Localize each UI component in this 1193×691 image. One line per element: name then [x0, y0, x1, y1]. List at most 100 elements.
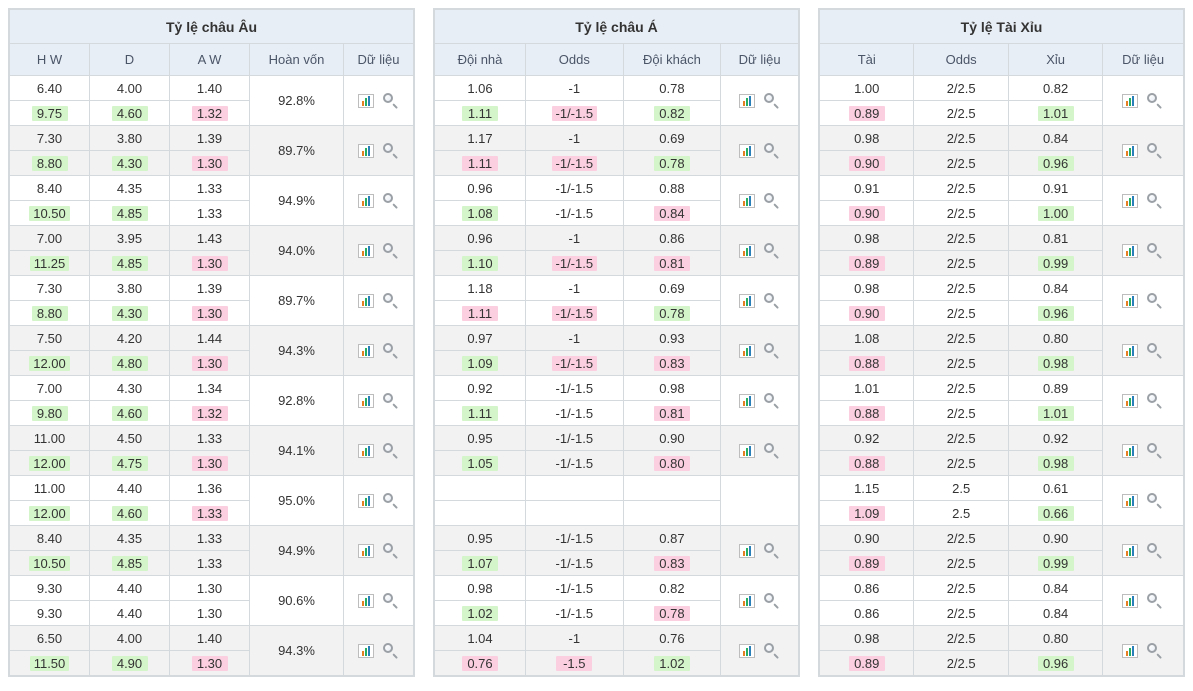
search-icon[interactable] — [763, 442, 781, 460]
search-icon[interactable] — [382, 92, 400, 110]
asia-away-open: 0.90 — [623, 426, 721, 451]
search-icon[interactable] — [763, 192, 781, 210]
chart-icon[interactable] — [358, 194, 374, 208]
chart-icon[interactable] — [1122, 494, 1138, 508]
asia-away-live — [623, 501, 721, 526]
search-icon[interactable] — [763, 592, 781, 610]
ou-over-open: 1.01 — [820, 376, 914, 401]
ou-under-live: 0.98 — [1008, 351, 1102, 376]
table-row: 0.95-1/-1.50.90 — [435, 426, 799, 451]
chart-icon[interactable] — [358, 544, 374, 558]
search-icon[interactable] — [1146, 242, 1164, 260]
search-icon[interactable] — [1146, 592, 1164, 610]
asia-odds-open: -1/-1.5 — [525, 426, 623, 451]
chart-icon[interactable] — [358, 594, 374, 608]
search-icon[interactable] — [382, 642, 400, 660]
asia-away-live: 0.84 — [623, 201, 721, 226]
search-icon[interactable] — [1146, 292, 1164, 310]
asia-home-live: 1.09 — [435, 351, 526, 376]
chart-icon[interactable] — [739, 644, 755, 658]
search-icon[interactable] — [1146, 542, 1164, 560]
search-icon[interactable] — [763, 142, 781, 160]
search-icon[interactable] — [763, 542, 781, 560]
search-icon[interactable] — [382, 392, 400, 410]
chart-icon[interactable] — [739, 194, 755, 208]
search-icon[interactable] — [382, 592, 400, 610]
euro-d-live: 4.85 — [90, 251, 170, 276]
euro-header-0: H W — [10, 44, 90, 76]
asia-home-open: 0.98 — [435, 576, 526, 601]
table-row: 0.902/2.50.90 — [820, 526, 1184, 551]
euro-actions-cell — [344, 576, 414, 626]
chart-icon[interactable] — [1122, 594, 1138, 608]
chart-icon[interactable] — [1122, 294, 1138, 308]
chart-icon[interactable] — [358, 294, 374, 308]
search-icon[interactable] — [382, 292, 400, 310]
chart-icon[interactable] — [358, 494, 374, 508]
chart-icon[interactable] — [358, 144, 374, 158]
table-row: 6.404.001.4092.8% — [10, 76, 414, 101]
chart-icon[interactable] — [1122, 94, 1138, 108]
chart-icon[interactable] — [1122, 144, 1138, 158]
chart-icon[interactable] — [1122, 244, 1138, 258]
chart-icon[interactable] — [358, 394, 374, 408]
search-icon[interactable] — [382, 242, 400, 260]
search-icon[interactable] — [382, 442, 400, 460]
chart-icon[interactable] — [1122, 344, 1138, 358]
chart-icon[interactable] — [739, 94, 755, 108]
ou-over-live: 0.89 — [820, 101, 914, 126]
chart-icon[interactable] — [1122, 444, 1138, 458]
chart-icon[interactable] — [739, 594, 755, 608]
search-icon[interactable] — [382, 142, 400, 160]
euro-hw-open: 11.00 — [10, 426, 90, 451]
search-icon[interactable] — [382, 192, 400, 210]
chart-icon[interactable] — [358, 644, 374, 658]
asia-home-live: 0.76 — [435, 651, 526, 676]
ou-over-open: 0.86 — [820, 576, 914, 601]
search-icon[interactable] — [1146, 342, 1164, 360]
search-icon[interactable] — [1146, 192, 1164, 210]
search-icon[interactable] — [1146, 142, 1164, 160]
search-icon[interactable] — [763, 92, 781, 110]
table-row: 1.18-10.69 — [435, 276, 799, 301]
chart-icon[interactable] — [1122, 644, 1138, 658]
search-icon[interactable] — [763, 342, 781, 360]
chart-icon[interactable] — [739, 394, 755, 408]
ou-over-open: 1.00 — [820, 76, 914, 101]
chart-icon[interactable] — [739, 544, 755, 558]
chart-icon[interactable] — [358, 94, 374, 108]
chart-icon[interactable] — [739, 344, 755, 358]
ou-actions-cell — [1103, 626, 1184, 676]
search-icon[interactable] — [763, 392, 781, 410]
chart-icon[interactable] — [358, 444, 374, 458]
euro-hw-open: 7.00 — [10, 376, 90, 401]
search-icon[interactable] — [382, 542, 400, 560]
chart-icon[interactable] — [739, 294, 755, 308]
chart-icon[interactable] — [1122, 394, 1138, 408]
euro-aw-live: 1.30 — [170, 651, 250, 676]
ou-under-open: 0.80 — [1008, 626, 1102, 651]
chart-icon[interactable] — [1122, 194, 1138, 208]
chart-icon[interactable] — [739, 444, 755, 458]
chart-icon[interactable] — [739, 244, 755, 258]
search-icon[interactable] — [1146, 92, 1164, 110]
chart-icon[interactable] — [358, 244, 374, 258]
euro-d-open: 3.80 — [90, 276, 170, 301]
euro-actions-cell — [344, 126, 414, 176]
chart-icon[interactable] — [739, 144, 755, 158]
asia-away-live: 0.78 — [623, 601, 721, 626]
search-icon[interactable] — [763, 292, 781, 310]
asia-odds-live: -1/-1.5 — [525, 401, 623, 426]
ou-under-live: 0.99 — [1008, 251, 1102, 276]
search-icon[interactable] — [382, 492, 400, 510]
search-icon[interactable] — [763, 242, 781, 260]
search-icon[interactable] — [763, 642, 781, 660]
search-icon[interactable] — [1146, 642, 1164, 660]
search-icon[interactable] — [1146, 392, 1164, 410]
search-icon[interactable] — [1146, 492, 1164, 510]
search-icon[interactable] — [1146, 442, 1164, 460]
chart-icon[interactable] — [358, 344, 374, 358]
euro-aw-open: 1.34 — [170, 376, 250, 401]
chart-icon[interactable] — [1122, 544, 1138, 558]
search-icon[interactable] — [382, 342, 400, 360]
